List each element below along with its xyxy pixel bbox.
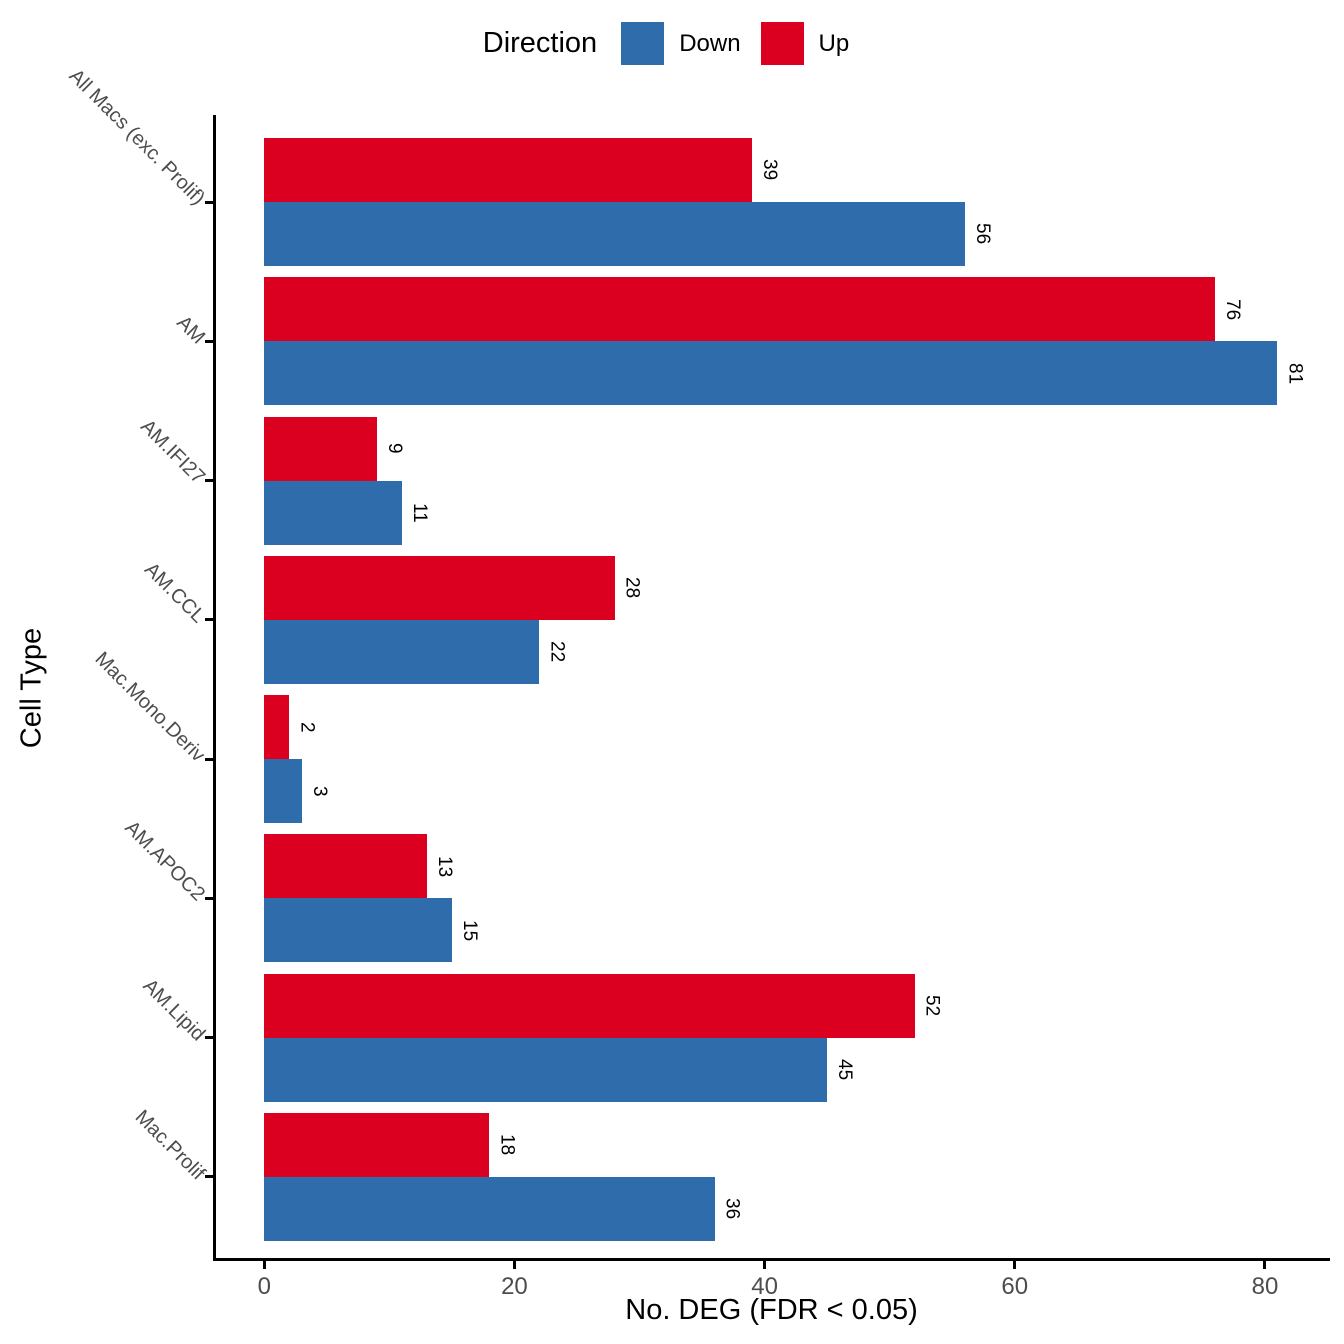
- y-tick-mark: [205, 1175, 213, 1179]
- y-tick-mark: [205, 896, 213, 900]
- y-category-label: AM.Lipid: [138, 974, 210, 1046]
- bar-value-label: 36: [721, 1198, 743, 1220]
- x-axis-line: [213, 1258, 1330, 1261]
- bar-down: [264, 341, 1278, 406]
- bar-value-label: 81: [1284, 362, 1306, 384]
- y-axis-title: Cell Type: [15, 627, 48, 749]
- y-category-label: AM.CCL: [140, 558, 210, 628]
- y-tick-mark: [205, 200, 213, 204]
- bar-value-label: 11: [408, 502, 430, 523]
- bar-down: [264, 898, 452, 963]
- x-tick-mark: [763, 1261, 767, 1269]
- bar-value-label: 45: [834, 1059, 856, 1081]
- bar-up: [264, 695, 290, 760]
- x-axis-title: No. DEG (FDR < 0.05): [625, 1294, 918, 1326]
- legend-label-up: Up: [818, 29, 850, 57]
- y-category-label: All Macs (exc. Prolif): [64, 64, 210, 210]
- y-category-label: Mac.Prolif: [130, 1105, 210, 1185]
- bar-down: [264, 1037, 828, 1102]
- bar-value-label: 56: [971, 223, 993, 245]
- legend-label-down: Down: [679, 29, 741, 57]
- bar-value-label: 22: [546, 641, 568, 663]
- bar-down: [264, 1176, 715, 1241]
- x-tick-mark: [1013, 1261, 1017, 1269]
- bar-value-label: 76: [1221, 298, 1243, 320]
- y-category-label: Mac.Mono.Deriv: [90, 648, 210, 767]
- legend-swatch-down: [621, 22, 665, 65]
- y-tick-mark: [205, 1036, 213, 1040]
- bar-value-label: 39: [759, 159, 781, 181]
- bar-down: [264, 480, 402, 545]
- y-category-label: AM.IFI27: [136, 415, 210, 488]
- y-axis-line: [213, 115, 216, 1261]
- y-tick-mark: [205, 339, 213, 343]
- x-tick-mark: [262, 1261, 266, 1269]
- bar-value-label: 15: [458, 919, 480, 941]
- bar-value-label: 13: [433, 855, 455, 877]
- y-tick-mark: [205, 618, 213, 622]
- bar-value-label: 18: [496, 1134, 518, 1156]
- y-category-label: AM.APOC2: [120, 817, 210, 906]
- x-tick-label: 40: [751, 1273, 778, 1300]
- bar-up: [264, 1112, 490, 1177]
- x-tick-label: 20: [501, 1273, 528, 1300]
- bar-up: [264, 416, 377, 481]
- x-tick-label: 60: [1001, 1273, 1029, 1300]
- plot-panel: 56 39 All Macs (exc. Prolif) 81 76 AM 11 9 AM.IF…: [65, 65, 1330, 1300]
- bar-down: [264, 759, 302, 824]
- x-tick-label: 80: [1251, 1273, 1279, 1300]
- bar-value-label: 28: [621, 577, 643, 599]
- bar-up: [264, 973, 915, 1038]
- bar-up: [264, 277, 1215, 342]
- bar-value-label: 9: [383, 443, 405, 454]
- legend-item-down: Down: [621, 22, 752, 65]
- x-tick-mark: [512, 1261, 516, 1269]
- legend-item-up: Up: [760, 22, 862, 65]
- y-category-label: AM: [172, 311, 210, 349]
- bar-up: [264, 138, 753, 202]
- bar-up: [264, 834, 427, 899]
- x-tick-mark: [1263, 1261, 1267, 1269]
- legend-swatch-up: [760, 22, 804, 65]
- bar-value-label: 52: [921, 995, 943, 1017]
- legend-title: Direction: [482, 27, 598, 59]
- y-tick-mark: [205, 757, 213, 761]
- x-tick-label: 0: [257, 1273, 271, 1300]
- bar-value-label: 2: [296, 721, 318, 733]
- bar-down: [264, 619, 540, 684]
- y-tick-mark: [205, 479, 213, 483]
- legend: Direction Down Up: [0, 22, 1344, 65]
- bar-value-label: 3: [308, 785, 330, 797]
- bar-down: [264, 202, 965, 266]
- bar-up: [264, 555, 615, 620]
